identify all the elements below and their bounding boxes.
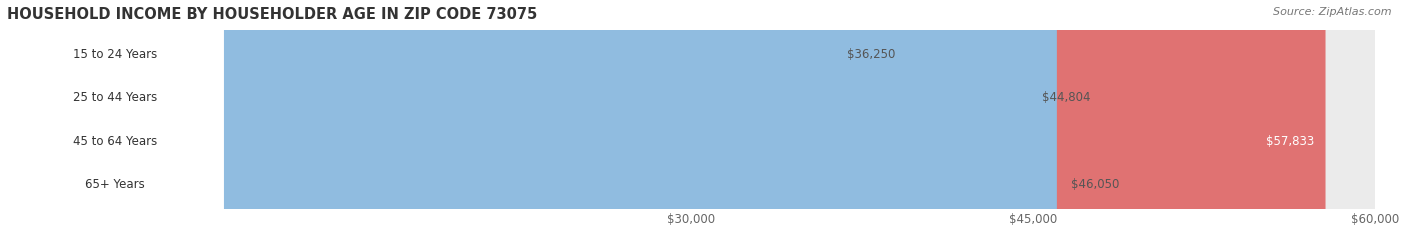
FancyBboxPatch shape — [7, 0, 1326, 233]
FancyBboxPatch shape — [7, 0, 834, 233]
FancyBboxPatch shape — [7, 0, 224, 233]
FancyBboxPatch shape — [7, 0, 224, 233]
Text: 15 to 24 Years: 15 to 24 Years — [73, 48, 157, 61]
Text: $36,250: $36,250 — [848, 48, 896, 61]
Text: $44,804: $44,804 — [1042, 91, 1091, 104]
Text: 65+ Years: 65+ Years — [86, 178, 145, 191]
Text: $46,050: $46,050 — [1070, 178, 1119, 191]
FancyBboxPatch shape — [7, 0, 1028, 233]
Text: 45 to 64 Years: 45 to 64 Years — [73, 135, 157, 148]
Text: HOUSEHOLD INCOME BY HOUSEHOLDER AGE IN ZIP CODE 73075: HOUSEHOLD INCOME BY HOUSEHOLDER AGE IN Z… — [7, 7, 537, 22]
FancyBboxPatch shape — [7, 0, 1375, 233]
FancyBboxPatch shape — [7, 0, 1375, 233]
Text: 25 to 44 Years: 25 to 44 Years — [73, 91, 157, 104]
FancyBboxPatch shape — [7, 0, 224, 233]
Text: $57,833: $57,833 — [1265, 135, 1315, 148]
FancyBboxPatch shape — [7, 0, 224, 233]
FancyBboxPatch shape — [7, 0, 1375, 233]
FancyBboxPatch shape — [7, 0, 1375, 233]
Text: Source: ZipAtlas.com: Source: ZipAtlas.com — [1274, 7, 1392, 17]
FancyBboxPatch shape — [7, 0, 1057, 233]
